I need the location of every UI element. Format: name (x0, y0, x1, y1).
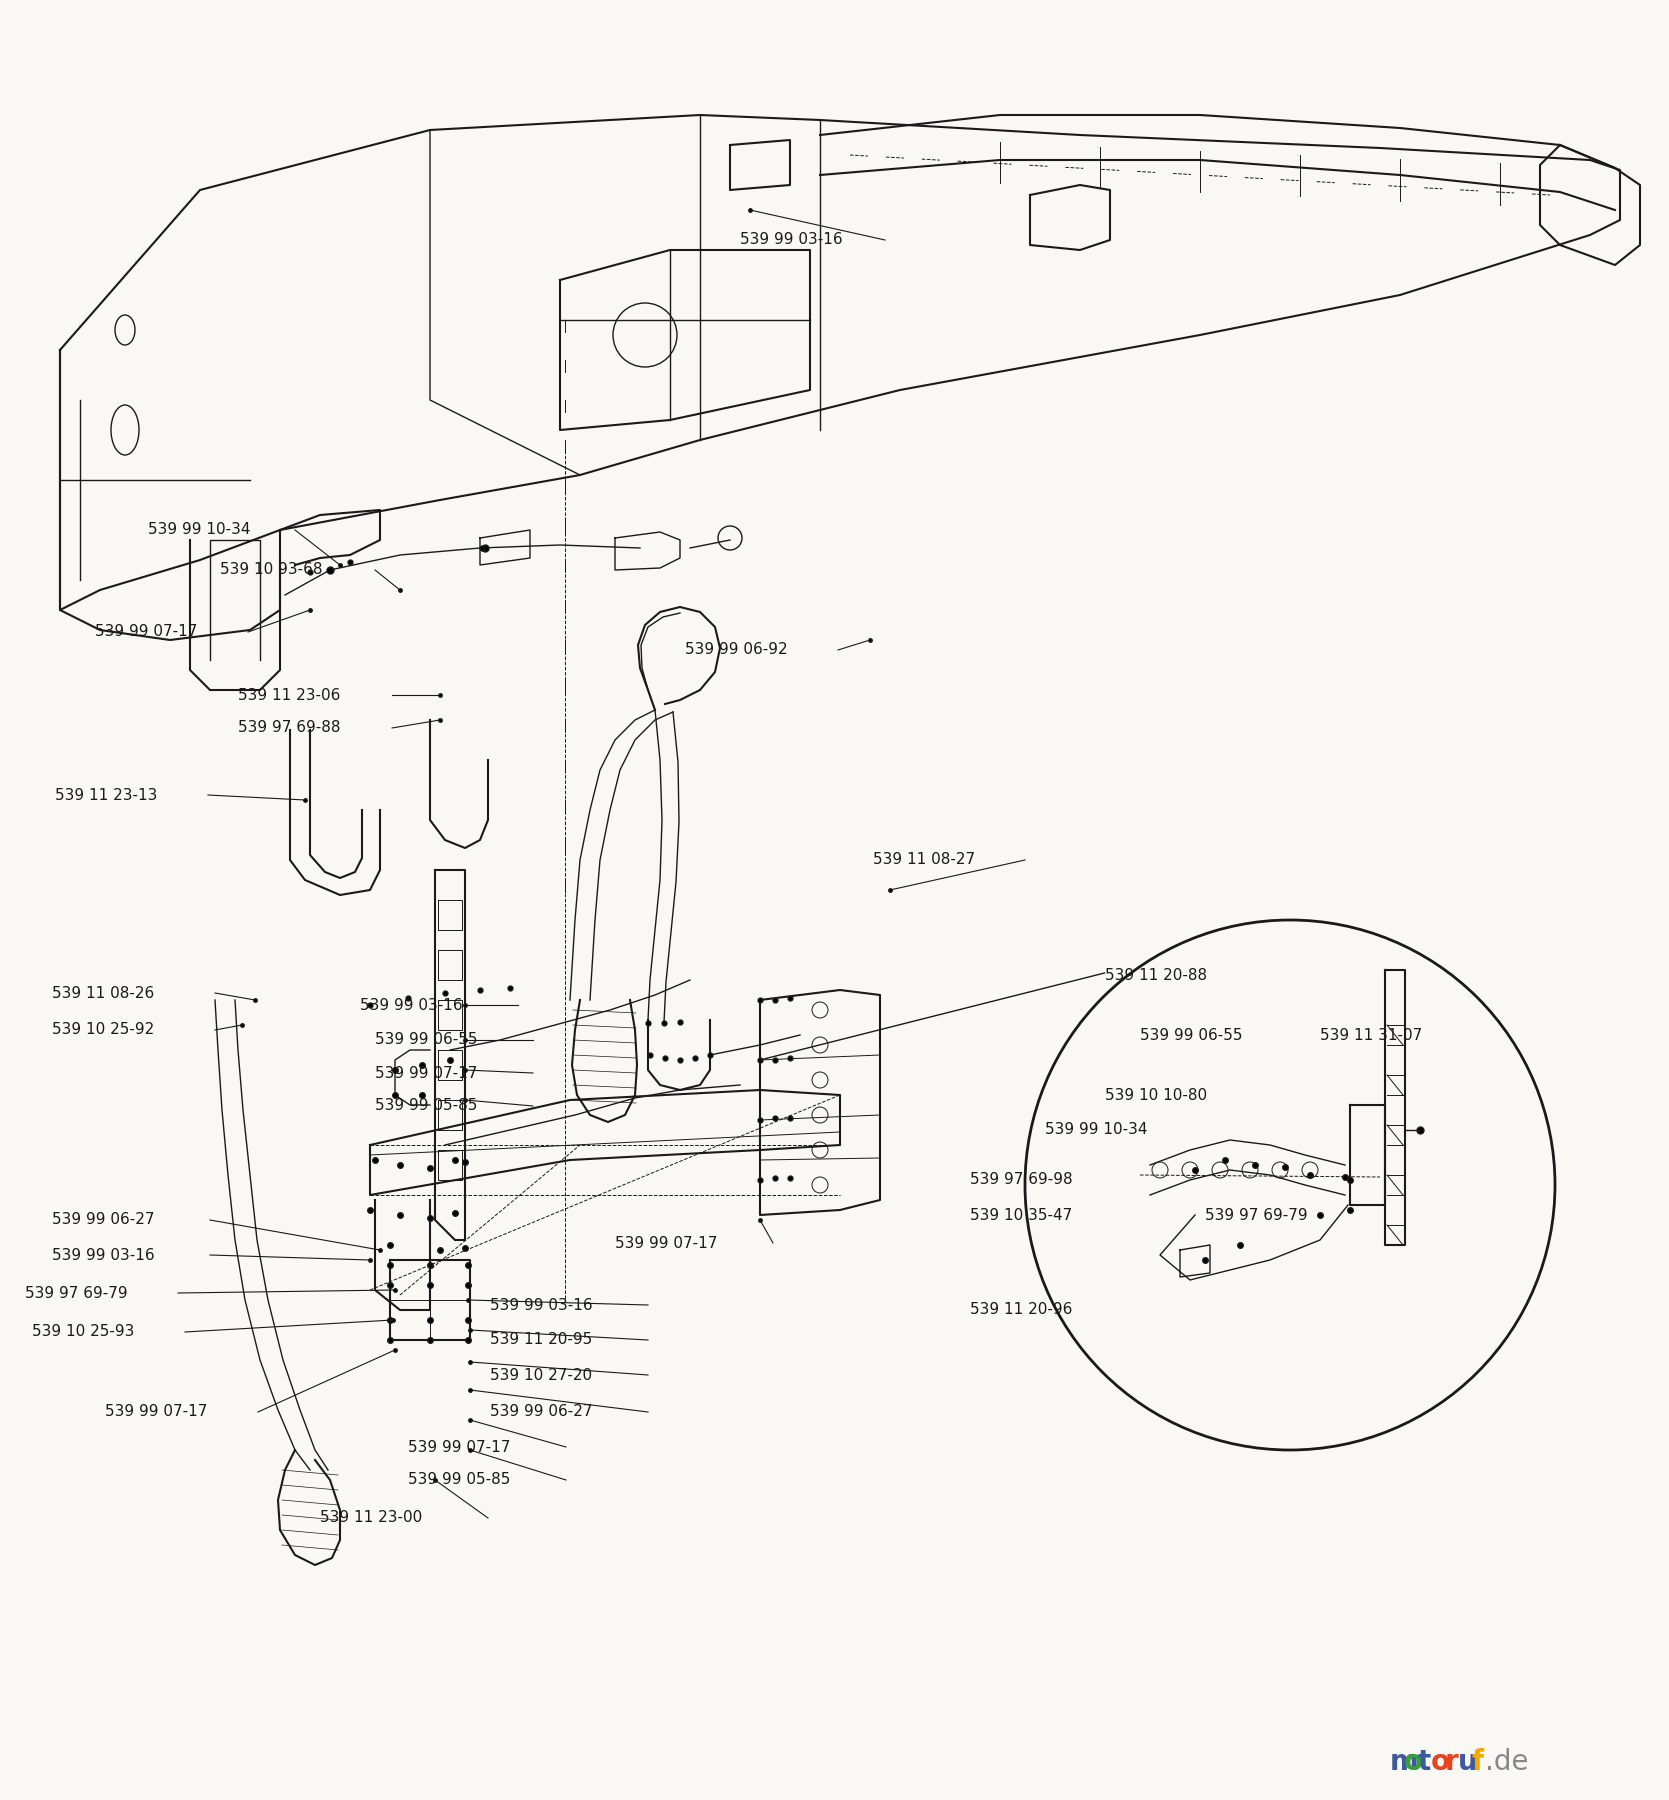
Text: 539 99 07-17: 539 99 07-17 (105, 1404, 207, 1420)
Text: 539 11 20-95: 539 11 20-95 (491, 1332, 592, 1348)
Text: 539 99 03-16: 539 99 03-16 (491, 1298, 592, 1312)
Text: 539 99 06-55: 539 99 06-55 (376, 1033, 477, 1048)
Text: 539 99 03-16: 539 99 03-16 (52, 1247, 155, 1262)
Text: 539 99 06-92: 539 99 06-92 (684, 643, 788, 657)
Text: 539 99 07-17: 539 99 07-17 (407, 1440, 511, 1454)
Text: 539 10 25-92: 539 10 25-92 (52, 1022, 154, 1037)
Text: r: r (1444, 1748, 1459, 1777)
Text: 539 10 25-93: 539 10 25-93 (32, 1325, 135, 1339)
Text: 539 10 27-20: 539 10 27-20 (491, 1368, 592, 1382)
Text: 539 99 03-16: 539 99 03-16 (361, 997, 462, 1012)
Text: 539 97 69-98: 539 97 69-98 (970, 1172, 1073, 1188)
Text: 539 99 07-17: 539 99 07-17 (614, 1235, 718, 1251)
Text: 539 10 93-68: 539 10 93-68 (220, 562, 322, 578)
Text: 539 11 20-88: 539 11 20-88 (1105, 968, 1207, 983)
Text: t: t (1417, 1748, 1430, 1777)
Text: o: o (1404, 1748, 1422, 1777)
Text: 539 99 07-17: 539 99 07-17 (95, 625, 197, 639)
Text: 539 11 08-27: 539 11 08-27 (873, 853, 975, 868)
Text: f: f (1472, 1748, 1484, 1777)
Text: 539 99 06-27: 539 99 06-27 (491, 1404, 592, 1420)
Text: 539 11 23-06: 539 11 23-06 (239, 688, 340, 702)
Text: 539 11 23-13: 539 11 23-13 (55, 788, 157, 803)
Text: 539 11 23-00: 539 11 23-00 (320, 1510, 422, 1526)
Text: 539 11 20-96: 539 11 20-96 (970, 1303, 1073, 1318)
Text: 539 99 05-85: 539 99 05-85 (376, 1098, 477, 1114)
Text: m: m (1390, 1748, 1419, 1777)
Text: u: u (1459, 1748, 1477, 1777)
Text: 539 99 07-17: 539 99 07-17 (376, 1066, 477, 1080)
Text: 539 11 31-07: 539 11 31-07 (1320, 1028, 1422, 1042)
Text: 539 99 10-34: 539 99 10-34 (149, 522, 250, 538)
Text: 539 97 69-79: 539 97 69-79 (1205, 1208, 1307, 1222)
Text: 539 97 69-79: 539 97 69-79 (25, 1285, 127, 1300)
Text: 539 10 10-80: 539 10 10-80 (1105, 1087, 1207, 1102)
Text: 539 99 05-85: 539 99 05-85 (407, 1472, 511, 1487)
Text: 539 10 35-47: 539 10 35-47 (970, 1208, 1071, 1222)
Text: 539 11 08-26: 539 11 08-26 (52, 986, 154, 1001)
Text: o: o (1430, 1748, 1450, 1777)
Text: 539 99 06-27: 539 99 06-27 (52, 1213, 155, 1228)
Text: 539 97 69-88: 539 97 69-88 (239, 720, 340, 736)
Text: 539 99 10-34: 539 99 10-34 (1045, 1123, 1148, 1138)
Text: .de: .de (1485, 1748, 1529, 1777)
Text: 539 99 03-16: 539 99 03-16 (739, 232, 843, 247)
Text: 539 99 06-55: 539 99 06-55 (1140, 1028, 1242, 1042)
